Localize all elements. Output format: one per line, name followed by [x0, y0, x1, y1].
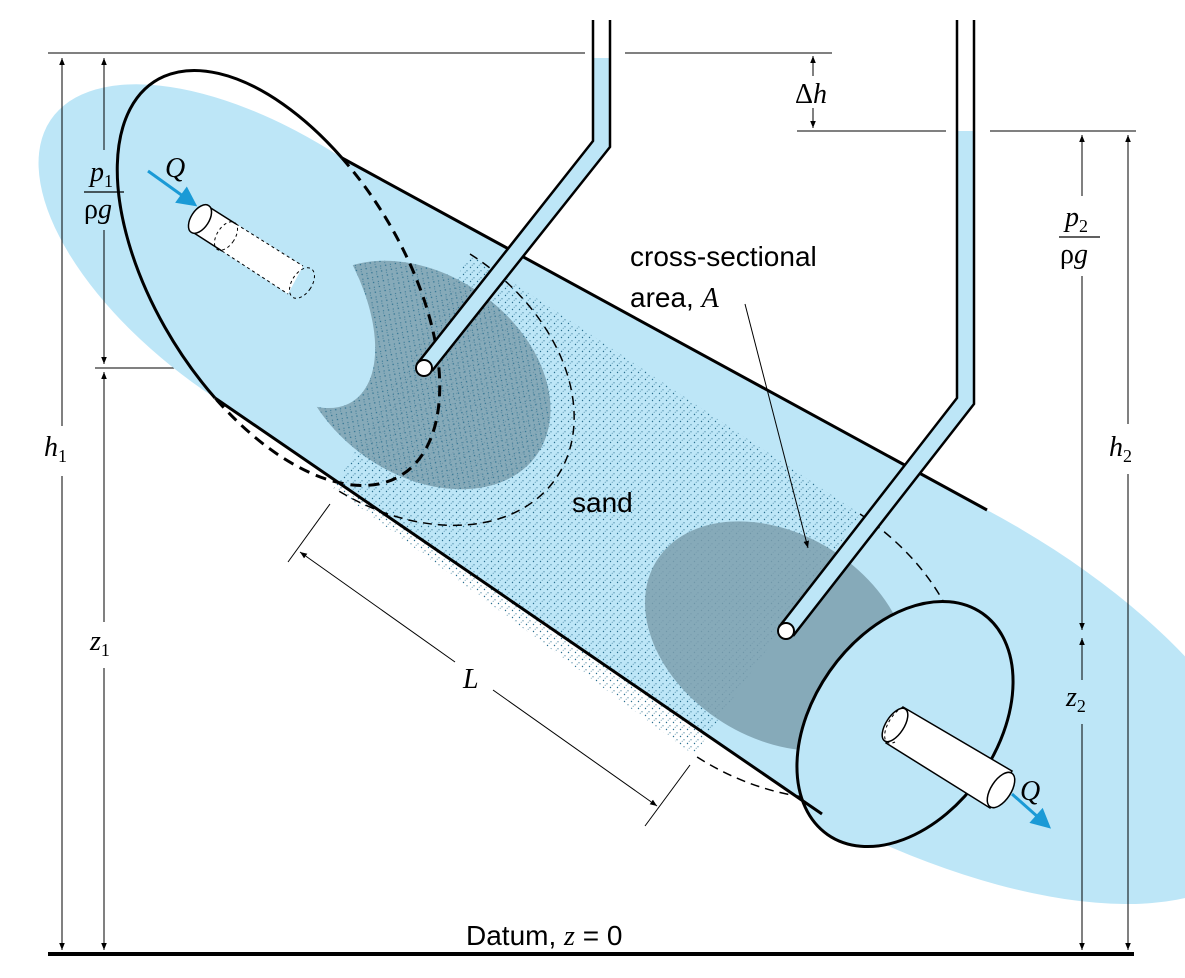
outlet-pipe [881, 705, 1016, 810]
area-label-line-1: cross-sectional [630, 241, 817, 272]
length-label: L [462, 664, 479, 695]
elevation-1-label: z1 [89, 626, 110, 660]
outflow-arrow [1011, 792, 1051, 829]
pressure-head-2-label: p2 ρg [1059, 202, 1100, 270]
svg-text:p2: p2 [1063, 202, 1088, 236]
total-head-1-label: h1 [44, 432, 67, 466]
area-leader-line [744, 303, 809, 549]
area-label-line-2: area, A [630, 282, 720, 314]
total-head-2-label: h2 [1109, 432, 1132, 466]
head-difference-label: Δh [795, 79, 827, 110]
dimension-arrows [59, 56, 1131, 950]
sand-column [38, 68, 1185, 904]
sand-label: sand [572, 487, 633, 518]
svg-text:ρg: ρg [84, 194, 112, 225]
elevation-2-label: z2 [1065, 682, 1086, 716]
length-dimension [287, 503, 691, 827]
svg-text:p1: p1 [88, 157, 113, 191]
pressure-head-1-label: p1 ρg [84, 157, 124, 225]
piezometer-tube-2 [777, 20, 976, 640]
inflow-arrow [147, 169, 198, 207]
outflow-label: Q [1020, 776, 1040, 807]
inlet-pipe [187, 203, 315, 299]
piezometer-tube-1 [415, 20, 612, 377]
inflow-label: Q [165, 153, 185, 184]
datum-label: Datum, z = 0 [466, 920, 622, 952]
svg-text:ρg: ρg [1060, 239, 1088, 270]
